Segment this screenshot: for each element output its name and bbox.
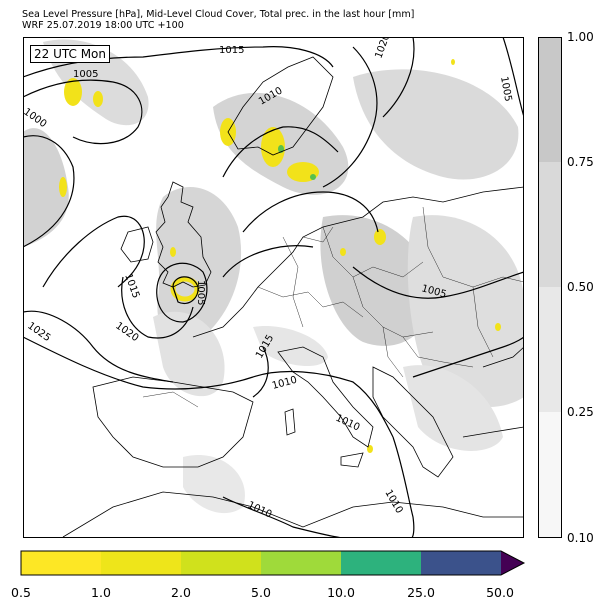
precip-band-5 [421,551,501,575]
map-frame [23,37,524,538]
cloud-band-0 [538,37,562,162]
isobar-12 [382,37,415,118]
coast-sicily [340,452,364,468]
precip-cell-nw-2 [93,91,103,107]
cloud-band-2 [538,287,562,412]
cloud-tick: 0.50 [567,280,594,294]
isobar-14 [352,266,524,299]
precip-cell-nw-1 [64,78,82,106]
precip-band-extend [501,551,524,575]
precip-band-0 [21,551,101,575]
precip-cell-low-center [170,276,200,302]
isobar-13 [502,37,524,118]
precip-tick: 2.0 [171,585,191,600]
precip-cell-balkan [367,445,373,453]
cloud-band-3 [538,412,562,538]
cloud-colorbar-frame [538,37,562,538]
precipitation-colorbar [20,550,526,576]
border-9 [472,286,494,358]
isobar-15 [252,346,269,398]
isobar-3 [23,135,75,248]
isobar-label: 1005 [195,280,206,305]
chart-title: Sea Level Pressure [hPa], Mid-Level Clou… [22,9,415,20]
precip-cell-uk [170,247,176,257]
cloud-area-east [407,215,524,407]
coast-great-britain [155,181,212,288]
border-10 [302,226,334,243]
precip-band-1 [101,551,181,575]
coast-sardinia [284,408,296,436]
cloud-area-balkans [403,365,503,451]
precip-tick: 50.0 [486,585,514,600]
precip-tick: 10.0 [327,585,355,600]
isobar-4 [42,215,145,288]
isobar-17 [392,436,415,538]
coast-italy [277,346,374,448]
isobar-low-1 [156,262,208,323]
precip-layer [59,59,501,453]
precip-band-3 [261,551,341,575]
precip-tick: 5.0 [251,585,271,600]
isobar-2 [23,79,143,145]
precip-cell-central-2 [340,248,346,256]
coast-turkey [462,426,524,438]
border-8 [142,391,199,408]
isobar-label: 1015 [219,45,244,56]
isobar-19 [412,336,524,378]
cloud-tick: 0.10 [567,531,594,545]
precip-band-4 [341,551,421,575]
coast-ireland [120,226,154,263]
cloud-tick: 0.25 [567,405,594,419]
isobars-layer [23,37,524,538]
isobar-5 [121,276,194,339]
cloud-area-central-europe [320,215,434,346]
run-info: WRF 25.07.2019 18:00 UTC +100 [22,20,184,31]
coast-africa [62,491,524,538]
cloud-band-1 [538,162,562,287]
precip-tick: 25.0 [407,585,435,600]
isobar-11 [322,46,378,188]
precip-colorbar-frame [20,550,526,576]
cloud-cover-colorbar [538,37,562,538]
isobar-10 [222,245,314,278]
precip-cell-nw-3 [59,177,67,197]
border-3 [322,226,424,278]
isobar-16 [252,370,394,438]
weather-map: 1015 1020 1005 1005 1010 1000 1015 1005 … [23,37,524,538]
cloud-area-iberia-south [183,455,245,514]
coast-scandinavia [227,56,334,156]
isobar-18 [222,496,344,538]
isobar-low-2 [172,276,199,305]
cloud-area-uk [156,187,242,343]
isobar-label: 1005 [498,76,513,103]
isobar-6 [23,336,254,390]
border-7 [382,326,404,378]
coast-black-sea [482,346,524,368]
isobar-8 [222,126,339,178]
border-2 [282,236,304,328]
border-1 [257,286,364,318]
precip-tick: 0.5 [11,585,31,600]
isobar-label: 1005 [73,69,98,80]
cloud-area-alps [253,326,328,367]
border-6 [402,336,474,368]
precip-cell-ne [451,59,455,65]
cloud-area-baltic [353,69,519,180]
time-badge: 22 UTC Mon [30,45,110,63]
cloud-area-nw [23,128,69,247]
cloud-tick: 1.00 [567,30,594,44]
coast-iberia [92,376,254,468]
isobar-7 [23,310,174,383]
isobar-9 [242,191,379,233]
precip-cell-north-sea-green2 [310,174,316,180]
precip-band-2 [181,551,261,575]
precip-cell-east [495,323,501,331]
precip-cell-central [374,229,386,245]
borders-layer [142,206,524,408]
cloud-tick: 0.75 [567,155,594,169]
precip-cell-north-sea-2 [261,127,285,167]
precip-tick: 1.0 [91,585,111,600]
